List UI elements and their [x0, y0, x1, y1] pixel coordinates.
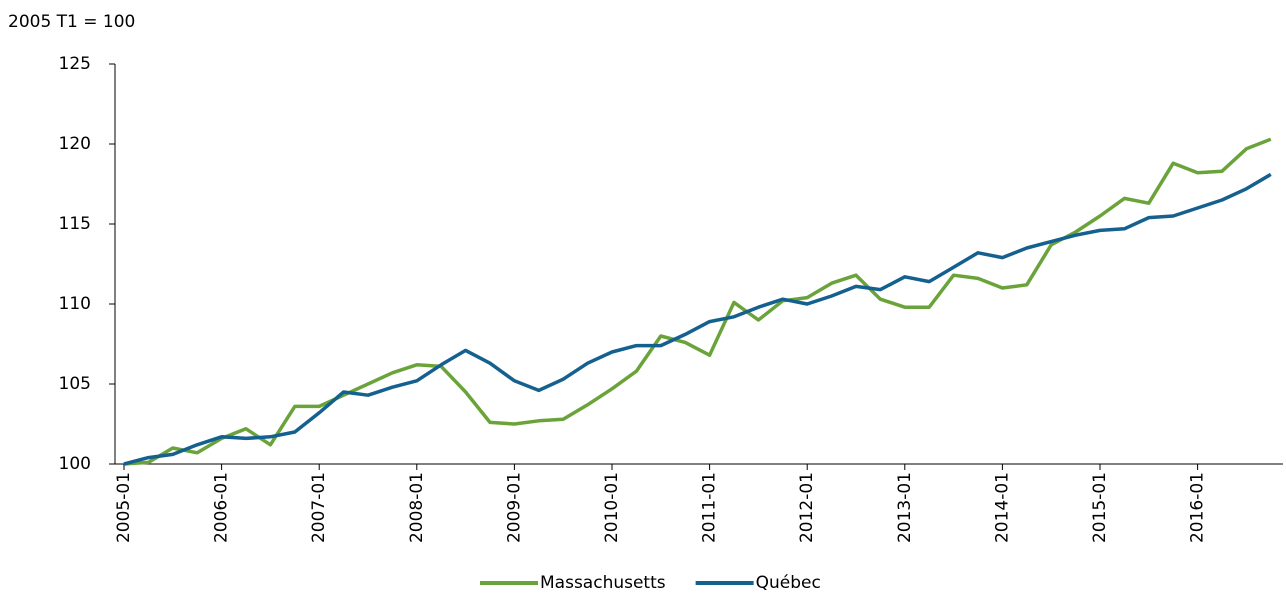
x-tick-label: 2016-01: [1188, 472, 1208, 543]
x-tick-label: 2010-01: [602, 472, 622, 543]
x-tick-label: 2012-01: [797, 472, 817, 543]
x-tick-label: 2006-01: [212, 472, 232, 543]
y-tick-label: 125: [59, 54, 91, 74]
series-line: [123, 137, 1272, 466]
x-tick-label: 2008-01: [407, 472, 427, 543]
x-tick-label: 2007-01: [309, 472, 329, 543]
x-tick-label: 2013-01: [895, 472, 915, 543]
y-tick-label: 100: [59, 454, 91, 474]
legend-label: Québec: [756, 573, 821, 593]
x-tick-label: 2009-01: [504, 472, 524, 543]
x-tick-label: 2015-01: [1090, 472, 1110, 543]
series-line: [123, 172, 1272, 466]
y-axis-label: 2005 T1 = 100: [8, 12, 135, 32]
x-tick-label: 2011-01: [700, 472, 720, 543]
y-tick-label: 105: [59, 374, 91, 394]
legend-label: Massachusetts: [540, 573, 666, 593]
y-tick-label: 110: [59, 294, 91, 314]
y-tick-label: 115: [59, 214, 91, 234]
y-tick-label: 120: [59, 134, 91, 154]
x-tick-label: 2005-01: [114, 472, 134, 543]
x-tick-label: 2014-01: [992, 472, 1012, 543]
